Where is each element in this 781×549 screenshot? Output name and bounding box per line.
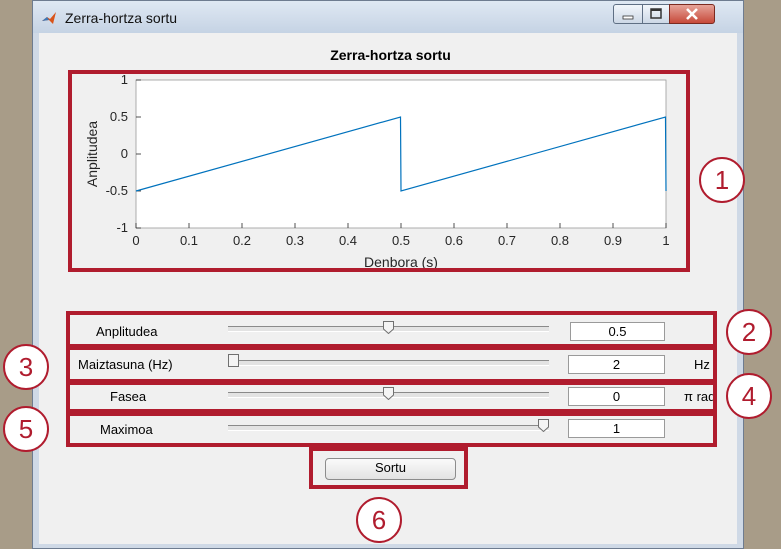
- frequency-slider-thumb[interactable]: [228, 354, 239, 367]
- x-tick-label: 0.1: [180, 233, 198, 248]
- maximum-slider[interactable]: [228, 425, 549, 431]
- amplitude-slider-thumb[interactable]: [383, 321, 394, 334]
- frequency-field[interactable]: 2: [568, 355, 665, 374]
- x-tick-label: 0.9: [604, 233, 622, 248]
- figure-title: Zerra-hortza sortu: [330, 47, 451, 63]
- x-tick-label: 0.6: [445, 233, 463, 248]
- annotation-marker-3: 3: [3, 344, 49, 390]
- minimize-button[interactable]: [613, 4, 643, 24]
- x-tick-label: 0.5: [392, 233, 410, 248]
- series-line-0: [135, 116, 667, 192]
- maximum-label: Maximoa: [100, 422, 153, 437]
- annotation-marker-1: 1: [699, 157, 745, 203]
- maximize-button[interactable]: [642, 4, 670, 24]
- close-icon: [686, 8, 698, 20]
- phase-label: Fasea: [110, 389, 147, 404]
- annotation-box-maximum: [66, 412, 717, 447]
- close-button[interactable]: [669, 4, 715, 24]
- x-tick-label: 0.4: [339, 233, 357, 248]
- frequency-slider[interactable]: [228, 360, 549, 366]
- window-title: Zerra-hortza sortu: [65, 10, 178, 26]
- amplitude-label: Anplitudea: [96, 324, 158, 339]
- phase-unit: π rad: [684, 389, 713, 404]
- y-tick-label: 0: [121, 146, 128, 161]
- maximize-icon: [650, 8, 662, 19]
- frequency-unit: Hz: [694, 357, 710, 372]
- y-tick-label: 0.5: [110, 109, 128, 124]
- annotation-box-plot: [68, 70, 690, 272]
- amplitude-field[interactable]: 0.5: [570, 322, 665, 341]
- x-tick-label: 1: [662, 233, 669, 248]
- phase-field[interactable]: 0: [568, 387, 665, 406]
- y-axis-label: Anplitudea: [84, 121, 100, 187]
- phase-slider-thumb[interactable]: [383, 387, 394, 400]
- annotation-box-button: [309, 447, 468, 489]
- matlab-icon: [42, 12, 56, 24]
- annotation-marker-4: 4: [726, 373, 772, 419]
- annotation-marker-2: 2: [726, 309, 772, 355]
- y-tick-label: 1: [121, 75, 128, 87]
- minimize-icon: [622, 15, 634, 20]
- annotation-box-phase: [66, 381, 717, 413]
- sortu-button[interactable]: Sortu: [325, 458, 456, 480]
- frequency-label: Maiztasuna (Hz): [78, 357, 173, 372]
- x-tick-label: 0.3: [286, 233, 304, 248]
- annotation-marker-5: 5: [3, 406, 49, 452]
- plot-axes[interactable]: 0 0.1 0.2 0.3 0.4 0.5 0.6 0.7 0.8 0.9 1 1 0.5 0 -0.5 -1…: [80, 75, 700, 275]
- x-tick-label: 0.7: [498, 233, 516, 248]
- maximum-slider-thumb[interactable]: [538, 419, 549, 432]
- x-axis-label: Denbora (s): [364, 254, 438, 270]
- y-tick-label: -1: [116, 220, 128, 235]
- x-tick-label: 0.8: [551, 233, 569, 248]
- x-tick-label: 0: [132, 233, 139, 248]
- annotation-marker-6: 6: [356, 497, 402, 543]
- y-tick-label: -0.5: [106, 183, 128, 198]
- title-bar[interactable]: Zerra-hortza sortu: [33, 1, 743, 33]
- x-tick-label: 0.2: [233, 233, 251, 248]
- maximum-field[interactable]: 1: [568, 419, 665, 438]
